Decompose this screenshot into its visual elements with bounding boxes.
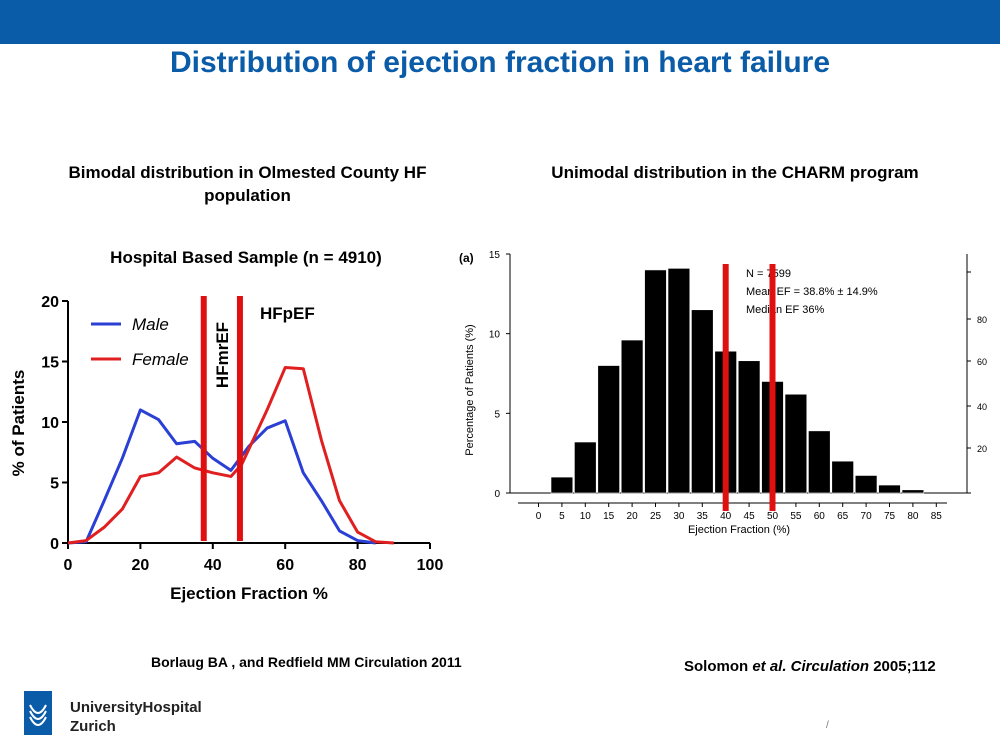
histogram-bar xyxy=(854,475,878,494)
left-x-tick-label: 60 xyxy=(276,557,294,574)
secondary-tick-label: 60 xyxy=(977,357,987,367)
right-x-tick-label: 30 xyxy=(673,511,685,522)
right-bar-chart: (a) 0 5 10 15 20 40 60 80 0 5 10 15 20 25 30 35 40 45 50 55… xyxy=(459,250,987,536)
right-x-tick-label: 15 xyxy=(603,511,615,522)
histogram-bar xyxy=(878,484,901,494)
left-y-tick-label: 5 xyxy=(50,476,59,493)
slide-title: Distribution of ejection fraction in hea… xyxy=(169,46,831,79)
university-logo xyxy=(24,691,52,735)
right-x-tick-label: 85 xyxy=(931,511,943,522)
stat-annotation: Median EF 36% xyxy=(746,304,824,316)
panel-label: (a) xyxy=(459,251,474,265)
left-x-tick-label: 80 xyxy=(349,557,367,574)
citation-author: Solomon xyxy=(684,658,753,675)
right-x-tick-label: 20 xyxy=(627,511,639,522)
marker-label-hfmref: HFmrEF xyxy=(213,322,232,388)
histogram-bar xyxy=(550,476,574,494)
histogram-bar xyxy=(574,441,597,494)
left-y-axis-label: % of Patients xyxy=(9,370,28,477)
right-citation: Solomon et al. Circulation 2005;112 xyxy=(684,658,936,675)
right-x-tick-label: 50 xyxy=(767,511,779,522)
right-y-tick-label: 10 xyxy=(489,330,501,341)
brand-name: UniversityHospital Zurich xyxy=(70,698,202,736)
histogram-bar xyxy=(784,393,808,494)
secondary-tick-label: 20 xyxy=(977,444,987,454)
left-y-tick-label: 20 xyxy=(41,294,59,311)
right-x-axis-label: Ejection Fraction (%) xyxy=(688,524,790,536)
page-mark: / xyxy=(826,720,829,731)
secondary-tick-label: 40 xyxy=(977,402,987,412)
left-x-tick-label: 100 xyxy=(417,557,444,574)
right-x-tick-label: 0 xyxy=(536,511,542,522)
left-y-tick-label: 10 xyxy=(41,415,59,432)
right-x-tick-label: 10 xyxy=(580,511,592,522)
brand-line-2: Zurich xyxy=(70,718,116,735)
right-x-tick-label: 80 xyxy=(907,511,919,522)
right-x-tick-label: 75 xyxy=(884,511,896,522)
secondary-tick-label: 80 xyxy=(977,315,987,325)
right-x-tick-label: 55 xyxy=(790,511,802,522)
left-x-tick-label: 20 xyxy=(132,557,150,574)
histogram-bar xyxy=(831,460,854,494)
top-bar xyxy=(0,0,1000,44)
right-x-tick-label: 5 xyxy=(559,511,565,522)
series-line-male xyxy=(67,408,376,545)
left-line-chart: Hospital Based Sample (n = 4910) 0 5 10 15 2… xyxy=(9,248,444,603)
marker-label-hfpef: HFpEF xyxy=(260,304,315,323)
right-y-axis-label: Percentage of Patients (%) xyxy=(464,324,476,455)
histogram-bar xyxy=(901,489,925,494)
histogram-bar xyxy=(644,269,667,494)
left-x-axis-label: Ejection Fraction % xyxy=(170,584,328,603)
series-line-female xyxy=(67,366,394,545)
right-y-tick-label: 5 xyxy=(494,409,500,420)
right-x-tick-label: 70 xyxy=(861,511,873,522)
left-citation: Borlaug BA , and Redfield MM Circulation… xyxy=(151,654,462,670)
left-x-tick-label: 40 xyxy=(204,557,222,574)
brand-line-1: UniversityHospital xyxy=(70,699,202,716)
legend-label-male: Male xyxy=(132,315,169,334)
left-chart-title: Hospital Based Sample (n = 4910) xyxy=(110,248,382,267)
right-x-tick-label: 45 xyxy=(744,511,756,522)
citation-year: 2005;112 xyxy=(869,658,936,675)
right-y-tick-label: 0 xyxy=(494,489,500,500)
histogram-bar xyxy=(808,430,831,494)
histogram-bar xyxy=(691,309,714,494)
stat-annotation: N = 7599 xyxy=(746,268,791,280)
right-subtitle: Unimodal distribution in the CHARM progr… xyxy=(551,163,919,182)
right-x-tick-label: 60 xyxy=(814,511,826,522)
right-x-tick-label: 65 xyxy=(837,511,849,522)
left-subtitle: Bimodal distribution in Olmested County … xyxy=(68,163,427,205)
histogram-bar xyxy=(737,360,761,494)
right-x-tick-label: 35 xyxy=(697,511,709,522)
citation-journal: et al. Circulation xyxy=(752,658,870,675)
left-y-tick-label: 0 xyxy=(50,536,59,553)
left-y-tick-label: 15 xyxy=(41,355,59,372)
legend-label-female: Female xyxy=(132,350,189,369)
right-x-tick-label: 25 xyxy=(650,511,662,522)
left-x-tick-label: 0 xyxy=(64,557,73,574)
histogram-bar xyxy=(667,268,691,494)
histogram-bar xyxy=(597,365,620,494)
stat-annotation: Mean EF = 38.8% ± 14.9% xyxy=(746,286,878,298)
logo-mark-icon xyxy=(29,704,47,726)
right-x-tick-label: 40 xyxy=(720,511,732,522)
histogram-bar xyxy=(620,339,644,494)
right-y-tick-label: 15 xyxy=(489,250,501,261)
